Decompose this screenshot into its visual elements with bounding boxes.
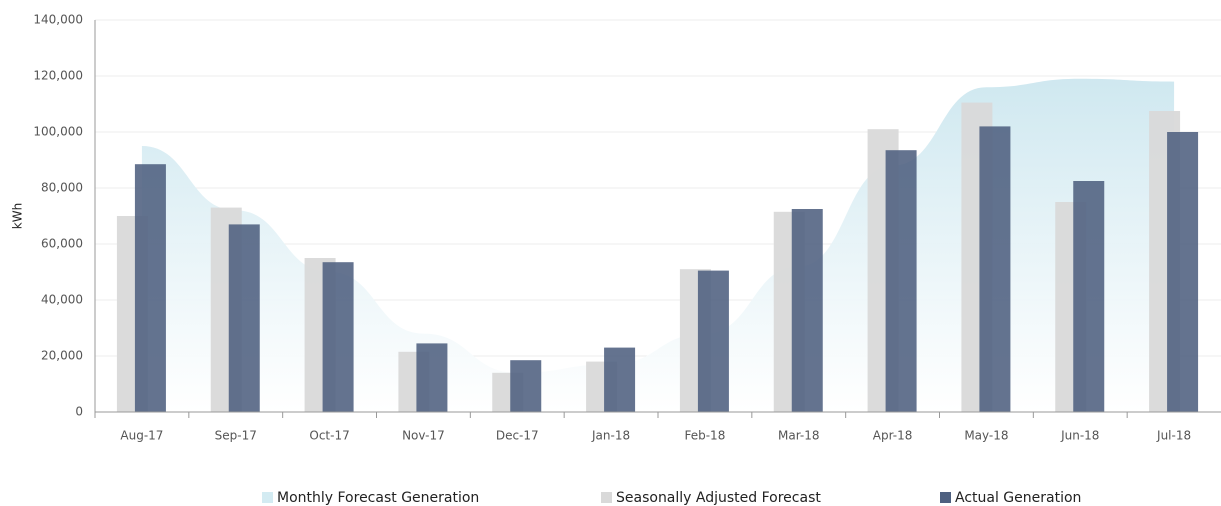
bar (1167, 132, 1199, 412)
area (141, 78, 1175, 413)
legend-swatch (262, 492, 273, 503)
bar (322, 262, 354, 412)
x-tick-label: Jan-18 (591, 429, 630, 443)
x-tick-label: May-18 (964, 429, 1008, 443)
x-tick-label: Aug-17 (120, 429, 163, 443)
y-tick-label: 140,000 (33, 13, 83, 27)
y-tick-label: 40,000 (41, 293, 83, 307)
bar (1073, 181, 1105, 412)
x-tick-label: Sep-17 (215, 429, 257, 443)
x-tick-label: Apr-18 (873, 429, 913, 443)
bar (697, 270, 729, 412)
legend-swatch (601, 492, 612, 503)
x-tick-label: Oct-17 (309, 429, 349, 443)
legend-label: Actual Generation (955, 490, 1081, 506)
bar (979, 126, 1011, 413)
bar (791, 209, 823, 412)
x-tick-label: Jun-18 (1060, 429, 1099, 443)
y-tick-label: 120,000 (33, 69, 83, 83)
x-tick-label: Feb-18 (684, 429, 725, 443)
legend-swatch (940, 492, 951, 503)
bar (604, 347, 636, 412)
bar (510, 360, 542, 412)
y-tick-label: 0 (75, 405, 83, 419)
y-tick-label: 20,000 (41, 349, 83, 363)
bar (885, 150, 917, 412)
bar (416, 343, 448, 412)
legend-label: Seasonally Adjusted Forecast (616, 490, 821, 506)
x-tick-label: Jul-18 (1156, 429, 1191, 443)
legend-label: Monthly Forecast Generation (277, 490, 479, 506)
x-tick-label: Mar-18 (778, 429, 819, 443)
bar (134, 164, 166, 412)
y-tick-label: 100,000 (33, 125, 83, 139)
bar (228, 224, 260, 412)
y-axis-title: kWh (11, 203, 25, 229)
x-tick-label: Dec-17 (496, 429, 539, 443)
y-tick-label: 60,000 (41, 237, 83, 251)
y-tick-label: 80,000 (41, 181, 83, 195)
x-tick-label: Nov-17 (402, 429, 445, 443)
